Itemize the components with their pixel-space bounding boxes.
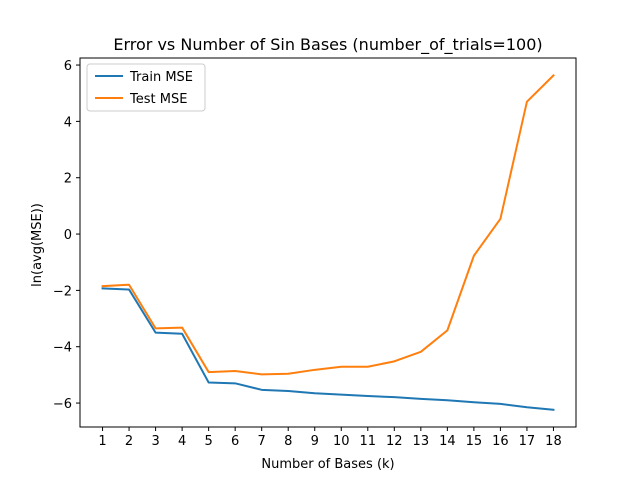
x-tick-label: 17 xyxy=(519,434,536,449)
x-tick-label: 7 xyxy=(258,434,266,449)
plot-area xyxy=(79,57,577,428)
y-axis-label: ln(avg(MSE)) xyxy=(30,203,45,287)
y-tick-label: −2 xyxy=(53,284,72,299)
x-tick-label: 8 xyxy=(284,434,292,449)
series-line-test-mse xyxy=(101,74,555,376)
y-tick-label: −6 xyxy=(53,397,72,412)
y-tick-label: 2 xyxy=(64,172,72,187)
plot-frame xyxy=(79,57,577,428)
y-tick-label: −4 xyxy=(53,341,72,356)
series-line-train-mse xyxy=(101,287,555,411)
y-tick-label: 0 xyxy=(64,228,72,243)
x-tick-label: 12 xyxy=(386,434,403,449)
x-tick-label: 3 xyxy=(151,434,159,449)
legend-label: Train MSE xyxy=(129,70,193,85)
x-axis-ticks: 1 2 3 4 5 6 7 8 9 10 11 12 13 14 15 16 17 18 xyxy=(98,427,562,449)
x-tick-label: 9 xyxy=(311,434,319,449)
x-tick-label: 11 xyxy=(360,434,377,449)
y-axis-ticks: −6 −4 −2 0 2 4 6 xyxy=(53,59,80,412)
x-tick-label: 4 xyxy=(178,434,186,449)
x-tick-label: 18 xyxy=(545,434,562,449)
chart-title: Error vs Number of Sin Bases (number_of_… xyxy=(113,35,542,55)
y-tick-label: 6 xyxy=(64,59,72,74)
x-axis-label: Number of Bases (k) xyxy=(261,457,394,472)
y-tick-label: 4 xyxy=(64,115,72,130)
x-tick-label: 2 xyxy=(125,434,133,449)
x-tick-label: 15 xyxy=(466,434,483,449)
x-tick-label: 10 xyxy=(333,434,350,449)
x-tick-label: 5 xyxy=(205,434,213,449)
x-tick-label: 13 xyxy=(413,434,430,449)
x-tick-label: 6 xyxy=(231,434,239,449)
legend-label: Test MSE xyxy=(129,92,187,107)
series-layer xyxy=(101,74,555,411)
x-tick-label: 16 xyxy=(492,434,509,449)
x-tick-label: 14 xyxy=(439,434,456,449)
legend: Train MSE Test MSE xyxy=(86,63,206,112)
x-tick-label: 1 xyxy=(98,434,106,449)
